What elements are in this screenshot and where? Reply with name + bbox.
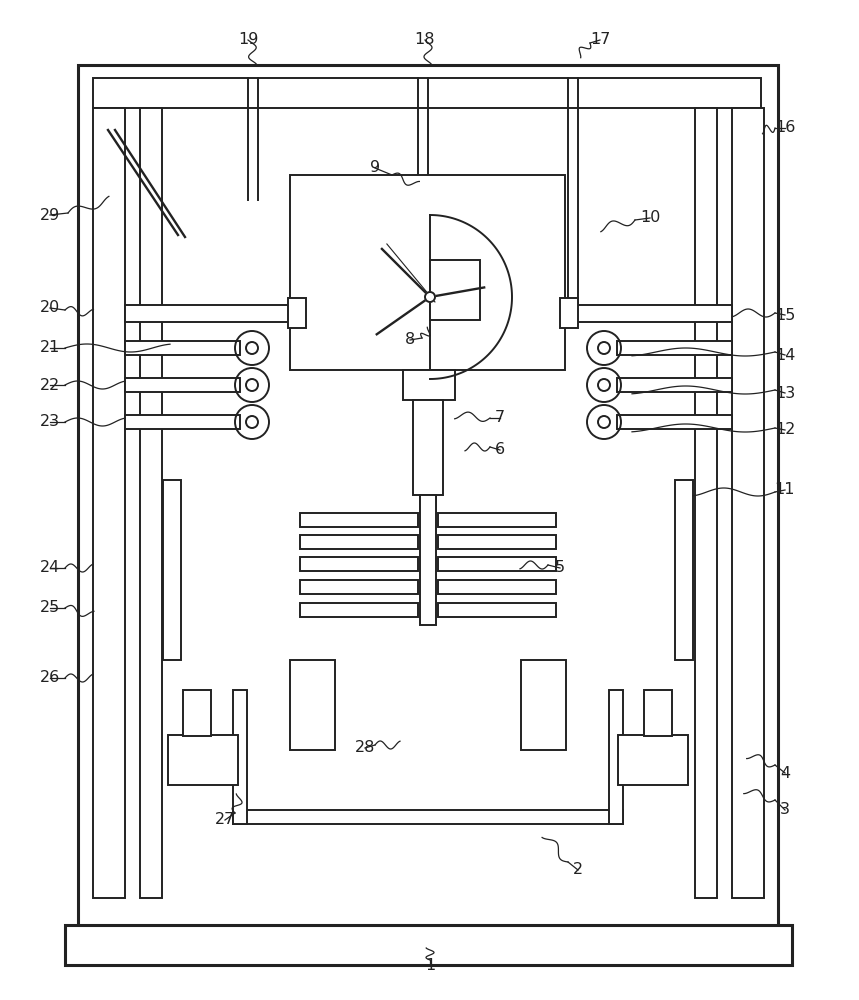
- Text: 13: 13: [775, 385, 795, 400]
- Bar: [644, 690, 672, 736]
- Bar: [609, 690, 623, 824]
- Text: 1: 1: [425, 958, 436, 972]
- Bar: [78, 65, 778, 935]
- Text: 28: 28: [355, 740, 375, 756]
- Text: 6: 6: [495, 442, 505, 458]
- Bar: [564, 305, 732, 322]
- Text: 20: 20: [40, 300, 60, 316]
- Bar: [438, 557, 556, 571]
- Bar: [617, 341, 732, 355]
- Bar: [675, 480, 693, 660]
- Bar: [438, 513, 556, 527]
- Text: 14: 14: [775, 348, 795, 362]
- Bar: [420, 495, 436, 625]
- Bar: [300, 557, 418, 571]
- Bar: [288, 298, 306, 328]
- Bar: [430, 260, 480, 320]
- Circle shape: [425, 292, 435, 302]
- Text: 10: 10: [640, 211, 661, 226]
- Text: 15: 15: [775, 308, 795, 322]
- Text: 7: 7: [495, 410, 505, 426]
- Bar: [65, 925, 792, 965]
- Text: 29: 29: [40, 208, 60, 223]
- Bar: [140, 108, 162, 898]
- Bar: [168, 735, 238, 785]
- Text: 23: 23: [40, 414, 60, 430]
- Text: 18: 18: [415, 32, 436, 47]
- Bar: [290, 175, 565, 370]
- Text: 12: 12: [775, 422, 795, 438]
- Text: 24: 24: [40, 560, 60, 576]
- Bar: [695, 108, 717, 898]
- Bar: [438, 603, 556, 617]
- Text: 19: 19: [238, 32, 259, 47]
- Text: 27: 27: [215, 812, 235, 828]
- Bar: [403, 370, 455, 400]
- Bar: [300, 580, 418, 594]
- Text: 8: 8: [405, 332, 415, 348]
- Bar: [420, 495, 436, 513]
- Text: 26: 26: [40, 670, 60, 686]
- Text: 16: 16: [775, 120, 795, 135]
- Text: 22: 22: [40, 377, 60, 392]
- Bar: [93, 78, 761, 108]
- Bar: [413, 400, 443, 495]
- Bar: [617, 415, 732, 429]
- Text: 9: 9: [370, 160, 380, 176]
- Text: 17: 17: [590, 32, 610, 47]
- Bar: [183, 690, 211, 736]
- Text: 11: 11: [775, 483, 795, 497]
- Bar: [163, 480, 181, 660]
- Bar: [618, 735, 688, 785]
- Text: 3: 3: [780, 802, 790, 818]
- Bar: [233, 690, 247, 824]
- Text: 21: 21: [40, 340, 60, 356]
- Text: 4: 4: [780, 766, 790, 780]
- Bar: [300, 535, 418, 549]
- Bar: [438, 580, 556, 594]
- Bar: [560, 298, 578, 328]
- Text: 25: 25: [40, 600, 60, 615]
- Bar: [125, 415, 240, 429]
- Bar: [125, 341, 240, 355]
- Bar: [300, 603, 418, 617]
- Bar: [521, 660, 566, 750]
- Bar: [93, 108, 125, 898]
- Bar: [617, 378, 732, 392]
- Bar: [300, 513, 418, 527]
- Bar: [438, 535, 556, 549]
- Bar: [290, 660, 335, 750]
- Bar: [732, 108, 764, 898]
- Text: 5: 5: [555, 560, 565, 576]
- Bar: [125, 305, 295, 322]
- Text: 2: 2: [573, 862, 583, 878]
- Bar: [233, 810, 623, 824]
- Bar: [125, 378, 240, 392]
